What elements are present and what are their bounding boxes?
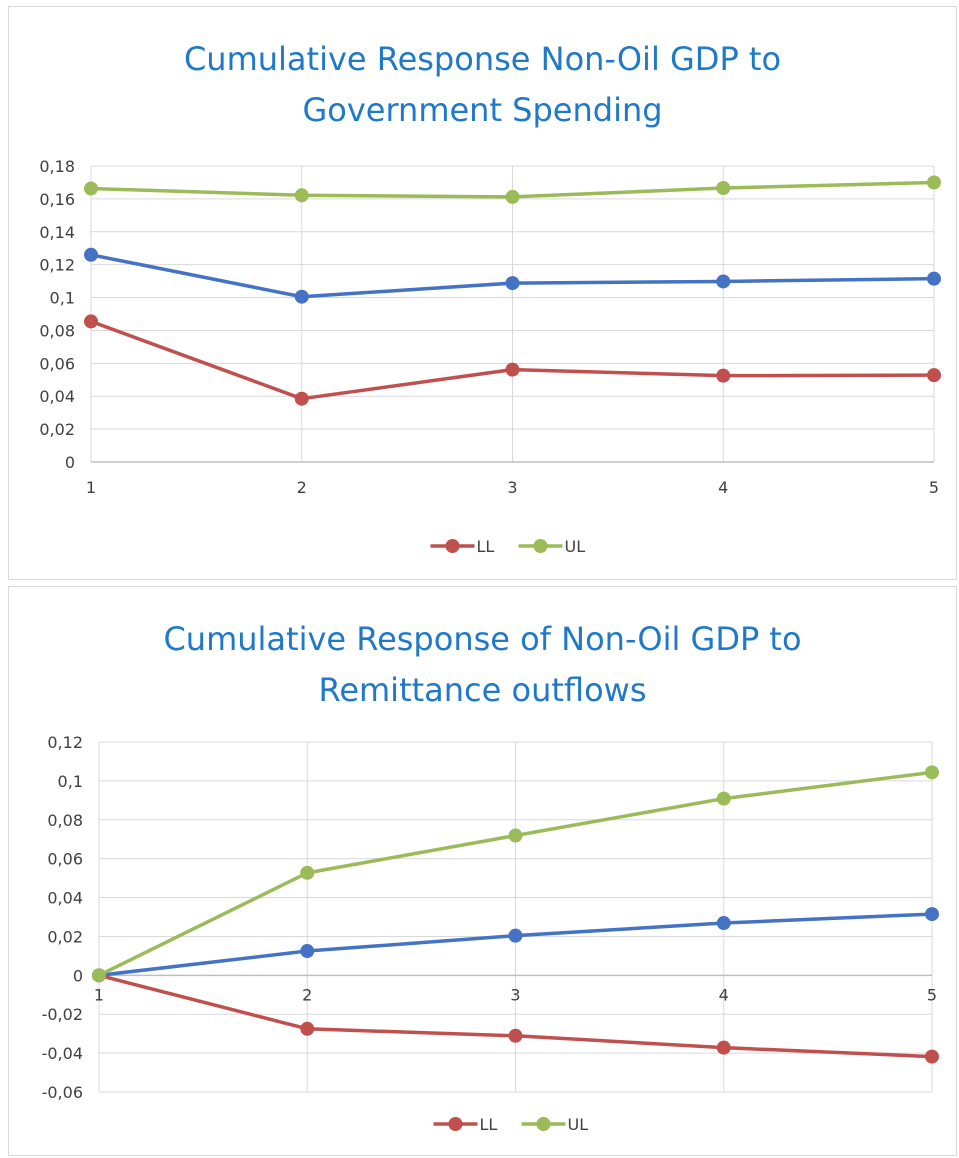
- line-chart-plot: 0 0,02 0,04 0,06 0,08 0,1 0,12 0,14 0,16 0,18 1 2 3 4…: [39, 157, 941, 556]
- y-tick-label: 0,12: [47, 733, 83, 752]
- legend-swatch-marker-ul: [533, 539, 548, 553]
- chart-panel-government-spending: Cumulative Response Non-Oil GDP to Gover…: [8, 6, 957, 580]
- data-point-ll: [505, 362, 520, 377]
- legend-label-ll: LL: [480, 1115, 498, 1134]
- data-point-ul: [84, 181, 98, 196]
- data-point-ul: [294, 188, 309, 203]
- y-tick-label: -0,02: [42, 1005, 83, 1024]
- legend-label-ul: UL: [568, 1115, 589, 1134]
- legend-swatch-marker-ll: [445, 539, 460, 553]
- x-tick-label: 5: [927, 985, 937, 1004]
- y-tick-label: 0,14: [39, 223, 75, 242]
- data-point-center: [508, 928, 523, 943]
- data-point-ul: [508, 828, 523, 843]
- y-tick-label: 0,02: [47, 927, 83, 946]
- y-tick-label: 0,08: [39, 321, 75, 340]
- data-point-ll: [294, 391, 309, 406]
- x-tick-label: 3: [510, 985, 520, 1004]
- y-tick-label: 0: [65, 453, 75, 472]
- data-point-center: [294, 289, 309, 304]
- x-tick-label: 2: [297, 478, 307, 497]
- y-tick-label: -0,04: [42, 1044, 83, 1063]
- y-tick-label: 0,04: [39, 387, 75, 406]
- data-point-ul: [925, 765, 939, 780]
- y-tick-label: 0,16: [39, 190, 75, 209]
- legend-label-ll: LL: [477, 537, 495, 556]
- legend-swatch-marker-ll: [448, 1117, 463, 1131]
- legend-swatch-marker-ul: [536, 1117, 551, 1131]
- data-point-ll: [925, 1049, 939, 1064]
- y-tick-label: 0,04: [47, 889, 83, 908]
- x-tick-label: 4: [719, 985, 729, 1004]
- data-point-ul: [716, 181, 731, 196]
- data-point-ul: [300, 865, 315, 880]
- y-tick-label: 0,1: [50, 289, 75, 308]
- chart-panel-remittance-outflows: Cumulative Response of Non-Oil GDP to Re…: [8, 586, 957, 1156]
- data-point-ll: [927, 368, 941, 383]
- data-point-ul: [716, 791, 731, 806]
- x-tick-label: 1: [94, 985, 104, 1004]
- data-point-ll: [508, 1028, 523, 1043]
- x-tick-label: 1: [86, 478, 96, 497]
- y-tick-label: 0: [73, 966, 83, 985]
- data-point-ul: [92, 968, 106, 983]
- x-tick-label: 4: [718, 478, 728, 497]
- data-point-center: [927, 271, 941, 286]
- y-tick-label: 0,06: [47, 850, 83, 869]
- y-tick-label: 0,02: [39, 420, 75, 439]
- data-point-ll: [716, 368, 731, 383]
- line-chart-plot: -0,06 -0,04 -0,02 0 0,02 0,04 0,06 0,08 0,1 0,12 1…: [42, 733, 939, 1134]
- chart-title-line-2: Remittance outflows: [318, 671, 647, 709]
- x-tick-label: 2: [302, 985, 312, 1004]
- data-point-ll: [300, 1021, 315, 1036]
- data-point-center: [925, 907, 939, 922]
- y-tick-label: 0,1: [58, 772, 83, 791]
- y-tick-label: 0,18: [39, 157, 75, 176]
- y-tick-label: -0,06: [42, 1083, 83, 1102]
- y-tick-label: 0,06: [39, 354, 75, 373]
- data-point-center: [300, 944, 315, 959]
- data-point-ul: [927, 175, 941, 190]
- x-tick-label: 3: [507, 478, 517, 497]
- legend-label-ul: UL: [565, 537, 586, 556]
- data-point-center: [84, 247, 98, 262]
- y-tick-label: 0,12: [39, 256, 75, 275]
- chart-title-line-1: Cumulative Response of Non-Oil GDP to: [163, 620, 802, 658]
- chart-title-line-2: Government Spending: [302, 91, 663, 129]
- data-point-center: [716, 274, 731, 289]
- data-point-center: [716, 916, 731, 931]
- data-point-ll: [716, 1040, 731, 1055]
- x-tick-label: 5: [929, 478, 939, 497]
- data-point-ll: [84, 314, 98, 329]
- chart-title-line-1: Cumulative Response Non-Oil GDP to: [183, 40, 782, 78]
- data-point-ul: [505, 189, 520, 204]
- data-point-center: [505, 276, 520, 291]
- y-tick-label: 0,08: [47, 811, 83, 830]
